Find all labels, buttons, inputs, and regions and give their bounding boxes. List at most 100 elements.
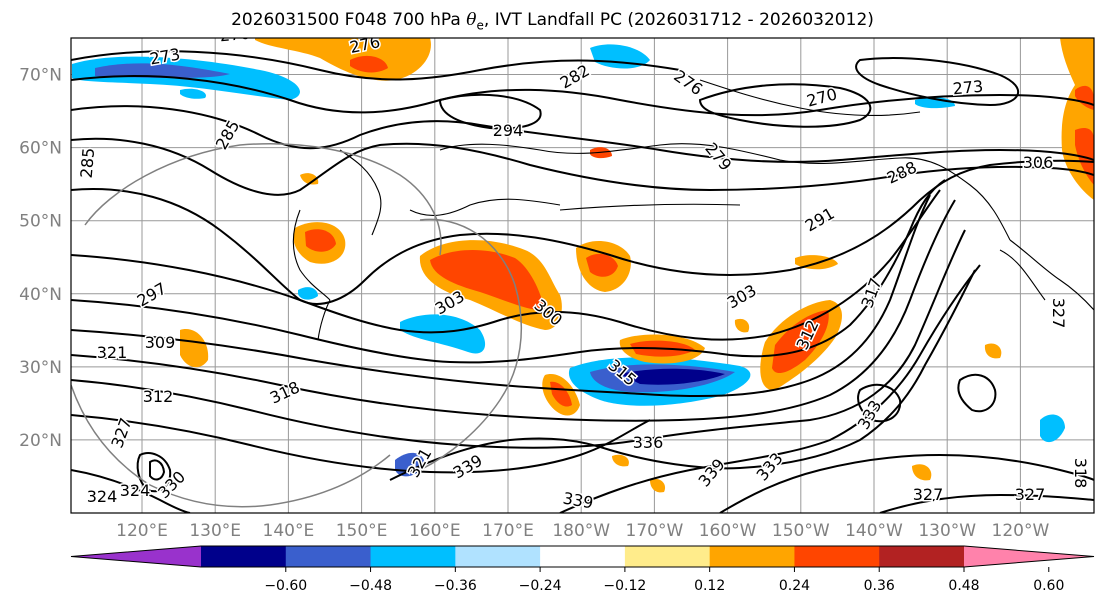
- positive-anomaly-area: [586, 253, 618, 277]
- lon-label: 130°W: [918, 521, 976, 541]
- negative-anomaly-area: [590, 44, 650, 69]
- colorbar: [70, 545, 1095, 568]
- positive-anomaly-area: [612, 454, 629, 467]
- contour-label: 327: [1049, 298, 1068, 329]
- contour-label: 294: [493, 121, 524, 140]
- map-frame: [70, 37, 1095, 514]
- negative-anomaly-area: [298, 287, 318, 300]
- colorbar-tick-label: −0.12: [603, 578, 646, 594]
- colorbar-tick-label: 0.48: [948, 578, 979, 594]
- lon-label: 150°E: [336, 521, 388, 541]
- contour-label: 321: [97, 343, 128, 362]
- contour-label: 324: [120, 481, 151, 500]
- negative-anomaly-area: [1040, 414, 1065, 443]
- lon-label: 170°E: [482, 521, 534, 541]
- contour-label: 270: [805, 84, 839, 110]
- contour-label: 339: [695, 455, 729, 491]
- colorbar-segment: [540, 546, 626, 567]
- contour-label: 339: [450, 451, 486, 483]
- positive-anomaly-area: [180, 329, 209, 368]
- positive-anomaly-area: [984, 343, 1002, 359]
- contour-label: 336: [633, 433, 664, 452]
- colorbar-tick-label: 0.60: [1033, 578, 1064, 594]
- negative-anomaly-area: [620, 368, 725, 385]
- contour-label: 327: [107, 415, 135, 450]
- colorbar-ticks: −0.60 −0.48 −0.36 −0.24 −0.12 0.12 0.24 0.36 0.4…: [264, 567, 1064, 594]
- contour-label: 306: [1023, 153, 1054, 172]
- colorbar-segment: [624, 546, 711, 567]
- contour-label: 312: [143, 387, 174, 406]
- colorbar-tick-label: 0.24: [779, 578, 810, 594]
- lon-label: 180°W: [552, 521, 610, 541]
- contour-label: 330: [154, 467, 189, 502]
- colorbar-segment: [794, 546, 880, 567]
- colorbar-segment: [709, 546, 795, 567]
- positive-anomaly-area: [772, 310, 829, 374]
- lat-label: 20°N: [19, 431, 62, 451]
- colorbar-segment: [201, 546, 287, 567]
- negative-anomaly-area: [915, 97, 955, 109]
- contour-label: 303: [724, 281, 760, 313]
- pc-shading: [72, 38, 1094, 493]
- contour-label: 291: [802, 204, 838, 236]
- positive-anomaly-area: [350, 55, 388, 73]
- contour-label: 317: [857, 275, 885, 310]
- colorbar-tick-label: −0.24: [519, 578, 562, 594]
- colorbar-outline: [70, 545, 1095, 568]
- colorbar-segment: [879, 546, 965, 567]
- lat-label: 70°N: [19, 66, 62, 86]
- plot-title: 2026031500 F048 700 hPa θe, IVT Landfall…: [231, 10, 874, 33]
- contour-label: 288: [884, 157, 920, 187]
- negative-anomaly-area: [180, 88, 206, 99]
- positive-anomaly-area: [734, 318, 750, 333]
- positive-anomaly-area: [255, 38, 431, 81]
- lon-label: 120°W: [992, 521, 1050, 541]
- latitude-labels: 70°N 60°N 50°N 40°N 30°N 20°N: [19, 66, 62, 451]
- lat-label: 60°N: [19, 139, 62, 159]
- contour-label: 327: [913, 485, 944, 504]
- contour-label: 327: [1015, 485, 1046, 504]
- negative-anomaly-area: [95, 63, 230, 78]
- colorbar-extend-high: [964, 546, 1094, 567]
- colorbar-segment: [285, 546, 372, 567]
- contour-label: 318: [267, 377, 303, 407]
- contour-label: 318: [1071, 458, 1090, 489]
- colorbar-tick-label: 0.36: [864, 578, 895, 594]
- theta-e-contours: [71, 50, 1094, 513]
- lon-label: 130°E: [189, 521, 241, 541]
- colorbar-segment: [370, 546, 456, 567]
- lon-label: 140°W: [845, 521, 903, 541]
- reference-arcs: [71, 143, 523, 508]
- colorbar-tick-label: −0.36: [434, 578, 477, 594]
- colorbar-tick-label: 0.12: [694, 578, 725, 594]
- contour-label: 339: [561, 488, 594, 512]
- coastlines: [292, 79, 1094, 341]
- contour-label: 282: [557, 61, 593, 93]
- lon-label: 160°E: [409, 521, 461, 541]
- lon-label: 150°W: [772, 521, 830, 541]
- contour-label: 270: [219, 24, 251, 46]
- lat-label: 30°N: [19, 358, 62, 378]
- contour-label: 324: [87, 487, 118, 506]
- contour-label: 279: [701, 139, 735, 175]
- colorbar-tick-label: −0.60: [264, 578, 307, 594]
- lon-label: 160°W: [699, 521, 757, 541]
- colorbar-tick-label: −0.48: [349, 578, 392, 594]
- positive-anomaly-area: [550, 381, 572, 407]
- lon-label: 170°W: [626, 521, 684, 541]
- positive-anomaly-area: [430, 250, 545, 311]
- colorbar-segment: [455, 546, 541, 567]
- lat-label: 50°N: [19, 212, 62, 232]
- positive-anomaly-area: [650, 478, 666, 493]
- contour-label: 273: [952, 77, 984, 99]
- lon-label: 140°E: [263, 521, 315, 541]
- colorbar-extend-low: [71, 546, 201, 567]
- positive-anomaly-area: [305, 229, 336, 252]
- contour-label: 309: [145, 333, 176, 352]
- negative-anomaly-area: [400, 314, 486, 354]
- contour-label: 276: [670, 66, 706, 99]
- contour-label: 285: [77, 147, 99, 179]
- positive-anomaly-area: [912, 464, 932, 481]
- longitude-labels: 120°E 130°E 140°E 150°E 160°E 170°E 180°W 170°W…: [116, 521, 1049, 541]
